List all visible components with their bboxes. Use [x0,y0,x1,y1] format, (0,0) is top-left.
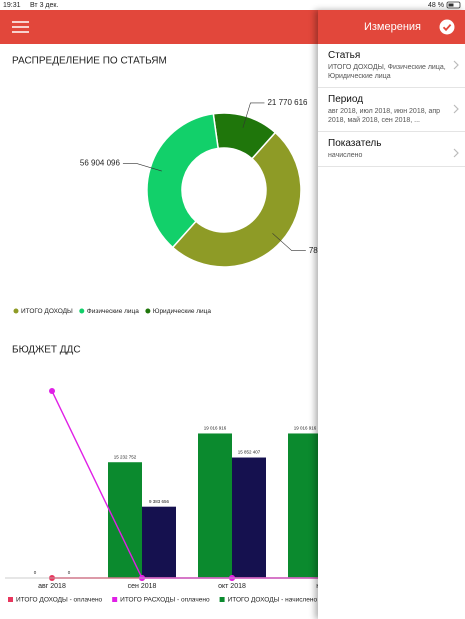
bar [232,457,266,578]
item-title: Показатель [328,138,382,149]
legend-label: ИТОГО РАСХОДЫ - оплачено [120,597,210,604]
x-tick-label: авг 2018 [38,583,66,590]
legend-swatch [8,597,13,602]
legend-label: Юридические лица [153,308,212,315]
chevron [453,148,459,158]
bar-value-label: 19 016 916 [204,426,227,431]
bar [142,506,176,578]
panel-item[interactable]: Статья ИТОГО ДОХОДЫ, Физические лица, Юри… [318,44,465,88]
panel-title: Измерения [363,21,421,33]
donut-value-label: 21 770 616 [267,98,308,107]
leader-line [122,163,162,172]
status-date: Вт 3 дек. [30,2,58,9]
menu-button[interactable] [12,21,29,33]
legend-label: ИТОГО ДОХОДЫ - оплачено [16,597,103,604]
item-subtitle: авг 2018, июл 2018, июн 2018, апр 2018, … [328,108,441,124]
confirm-button[interactable] [439,19,455,35]
bar-value-label: 9 383 656 [149,499,170,504]
leader-line [272,233,306,251]
legend-label: ИТОГО ДОХОДЫ - начислено [228,597,318,604]
legend-dot [13,308,19,314]
item-title: Статья [328,50,361,61]
item-subtitle: начислено [328,152,363,159]
legend-swatch [219,597,225,602]
item-subtitle: ИТОГО ДОХОДЫ, Физические лица, Юридическ… [328,64,446,80]
bar-value-label: 15 852 407 [238,450,261,455]
battery-level [448,3,454,7]
line-series [51,390,322,579]
bar [198,433,232,578]
bar-value-label: 15 232 752 [114,454,137,459]
donut-segment [171,131,302,268]
donut-title: РАСПРЕДЕЛЕНИЕ ПО СТАТЬЯМ [12,56,167,67]
panel-item[interactable]: Период авг 2018, июл 2018, июн 2018, апр … [318,88,465,132]
legend-label: Физические лица [87,308,139,315]
x-tick-label: сен 2018 [128,583,157,590]
panel-items: Статья ИТОГО ДОХОДЫ, Физические лица, Юри… [318,44,465,167]
legend-dot [79,308,85,314]
legend-swatch [112,597,118,602]
legend-label: ИТОГО ДОХОДЫ [21,308,73,315]
chevron [453,60,459,70]
bar [288,433,322,578]
bar-value-label: 0 [68,570,71,575]
item-title: Период [328,94,364,105]
chevron [453,104,459,114]
battery-icon [446,1,461,9]
panel-header: Измерения [318,10,465,44]
x-tick-label: окт 2018 [218,583,246,590]
panel-item[interactable]: Показатель начислено [318,132,465,167]
status-battery: 48 % [428,2,444,9]
side-panel: Измерения Статья ИТОГО ДОХОДЫ, Физические… [318,10,465,619]
bar [108,462,142,578]
line-point [49,388,55,395]
bar-value-label: 19 016 916 [294,426,317,431]
legend-dot [145,308,151,314]
bar-value-label: 0 [34,570,37,575]
leader-line [242,102,265,128]
donut-segment [146,112,220,249]
budget-title: БЮДЖЕТ ДДС [12,345,81,356]
donut-value-label: 56 904 096 [80,159,121,168]
status-time: 19:31 [3,2,21,9]
